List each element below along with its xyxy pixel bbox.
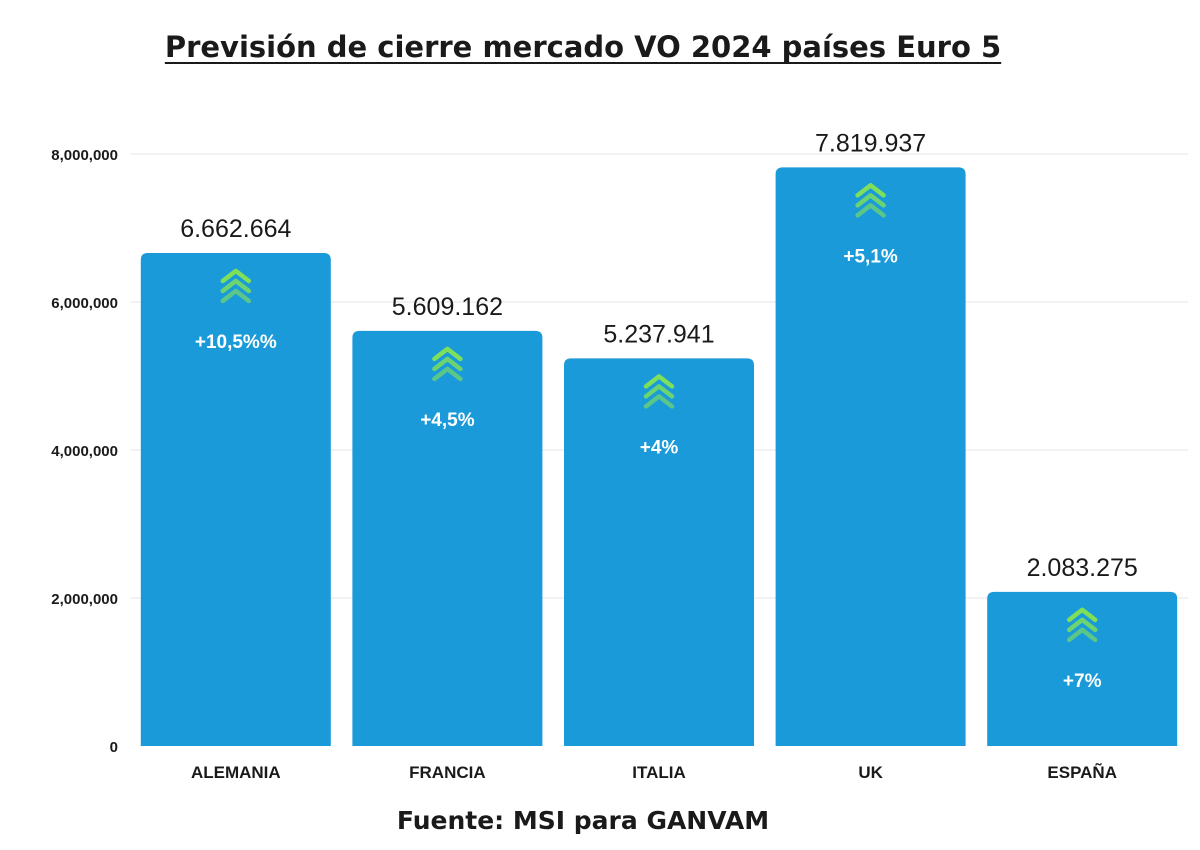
bars-layer: 6.662.664 +10,5%% 5.609.162 +4,5% 5.237.941 +… (140, 129, 1178, 747)
bar-group-uk: 7.819.937 +5,1% (775, 129, 966, 747)
bar-value-label: 5.237.941 (603, 320, 714, 348)
bar-value-label: 7.819.937 (815, 129, 926, 157)
bar-value-label: 5.609.162 (392, 293, 503, 321)
bar (140, 252, 331, 746)
bar-change-label: +7% (1063, 671, 1102, 692)
y-tick-label: 2,000,000 (51, 591, 118, 608)
bar-value-label: 2.083.275 (1027, 554, 1138, 582)
bar (987, 591, 1178, 746)
x-tick-label: UK (858, 763, 883, 782)
x-tick-label: ESPAÑA (1047, 762, 1117, 782)
y-tick-label: 0 (110, 739, 118, 756)
chart-title: Previsión de cierre mercado VO 2024 país… (165, 30, 1001, 64)
y-axis: 0 2,000,000 4,000,000 6,000,000 8,000,000 (51, 147, 118, 756)
chart-source: Fuente: MSI para GANVAM (397, 806, 769, 835)
bar-group-francia: 5.609.162 +4,5% (352, 293, 543, 746)
arrow-up-icon (643, 374, 675, 409)
x-tick-label: ITALIA (632, 763, 686, 782)
bar-group-españa: 2.083.275 +7% (987, 554, 1178, 746)
y-tick-label: 4,000,000 (51, 443, 118, 460)
bar-change-label: +4% (640, 437, 679, 458)
y-tick-label: 6,000,000 (51, 295, 118, 312)
bar-change-label: +5,1% (843, 246, 898, 267)
bar-value-label: 6.662.664 (180, 215, 291, 243)
arrow-up-icon (855, 183, 886, 218)
x-tick-label: ALEMANIA (191, 763, 281, 782)
arrow-up-icon (220, 268, 252, 304)
bar (775, 167, 966, 747)
arrow-up-icon (1066, 607, 1098, 643)
bar (564, 358, 754, 746)
bar-change-label: +10,5%% (195, 332, 277, 353)
bar (352, 330, 543, 746)
x-tick-label: FRANCIA (409, 763, 486, 782)
y-tick-label: 8,000,000 (51, 147, 118, 164)
bar-change-label: +4,5% (420, 410, 475, 431)
bar-group-alemania: 6.662.664 +10,5%% (140, 215, 331, 746)
x-axis: ALEMANIA FRANCIA ITALIA UK ESPAÑA (191, 762, 1117, 782)
arrow-up-icon (432, 346, 463, 382)
bar-group-italia: 5.237.941 +4% (564, 320, 754, 746)
